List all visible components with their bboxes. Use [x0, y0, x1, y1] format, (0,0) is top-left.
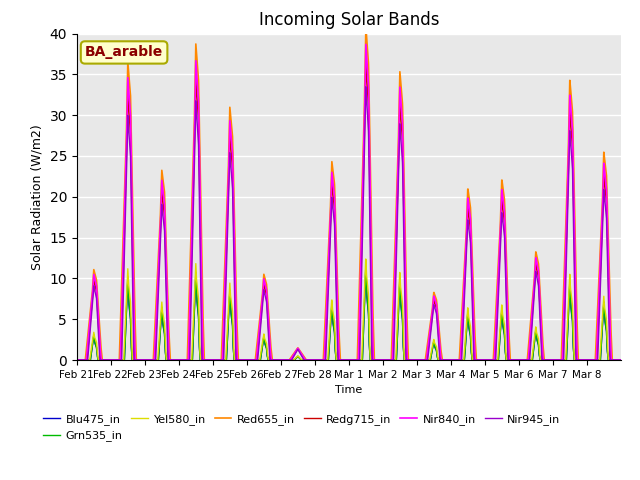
- Redg715_in: [166, 357, 174, 363]
- Yel580_in: [425, 357, 433, 363]
- Redg715_in: [499, 206, 507, 212]
- Redg715_in: [425, 342, 433, 348]
- Yel580_in: [166, 357, 174, 363]
- Yel580_in: [491, 357, 499, 363]
- Red655_in: [362, 24, 370, 29]
- Yel580_in: [617, 357, 625, 363]
- Grn535_in: [73, 357, 81, 363]
- Yel580_in: [475, 357, 483, 363]
- Nir945_in: [73, 357, 81, 363]
- Nir945_in: [499, 219, 507, 225]
- Red655_in: [166, 357, 174, 363]
- Line: Red655_in: Red655_in: [77, 26, 621, 360]
- Nir945_in: [617, 357, 625, 363]
- Redg715_in: [617, 357, 625, 363]
- Red655_in: [491, 328, 499, 334]
- Blu475_in: [166, 357, 174, 363]
- Title: Incoming Solar Bands: Incoming Solar Bands: [259, 11, 439, 29]
- Yel580_in: [73, 357, 81, 363]
- Redg715_in: [73, 357, 81, 363]
- Red655_in: [73, 357, 81, 363]
- Nir840_in: [491, 347, 499, 352]
- Redg715_in: [436, 348, 444, 354]
- Blu475_in: [425, 357, 433, 363]
- Nir840_in: [475, 357, 483, 363]
- Red655_in: [475, 357, 483, 363]
- Red655_in: [499, 185, 507, 191]
- Red655_in: [436, 334, 444, 339]
- Redg715_in: [491, 357, 499, 363]
- Yel580_in: [499, 313, 507, 319]
- Nir945_in: [491, 357, 499, 363]
- Redg715_in: [475, 357, 483, 363]
- Nir840_in: [425, 337, 433, 343]
- Blu475_in: [73, 357, 81, 363]
- Line: Redg715_in: Redg715_in: [77, 64, 621, 360]
- Grn535_in: [425, 357, 433, 363]
- Text: BA_arable: BA_arable: [85, 46, 163, 60]
- Line: Yel580_in: Yel580_in: [77, 259, 621, 360]
- Nir840_in: [436, 342, 444, 348]
- Nir840_in: [499, 195, 507, 201]
- Nir840_in: [166, 357, 174, 363]
- Blu475_in: [499, 324, 507, 329]
- Yel580_in: [436, 357, 444, 363]
- Grn535_in: [617, 357, 625, 363]
- Nir840_in: [617, 357, 625, 363]
- Nir945_in: [436, 355, 444, 361]
- Y-axis label: Solar Radiation (W/m2): Solar Radiation (W/m2): [31, 124, 44, 270]
- Grn535_in: [475, 357, 483, 363]
- Nir945_in: [166, 357, 174, 363]
- Blu475_in: [491, 357, 499, 363]
- X-axis label: Time: Time: [335, 385, 362, 395]
- Grn535_in: [166, 357, 174, 363]
- Redg715_in: [362, 61, 370, 67]
- Yel580_in: [362, 256, 369, 262]
- Red655_in: [425, 332, 433, 338]
- Line: Nir840_in: Nir840_in: [77, 44, 621, 360]
- Nir840_in: [73, 357, 81, 363]
- Nir945_in: [362, 84, 370, 90]
- Blu475_in: [617, 357, 625, 363]
- Blu475_in: [362, 268, 369, 274]
- Line: Grn535_in: Grn535_in: [77, 268, 621, 360]
- Nir945_in: [475, 357, 483, 363]
- Nir945_in: [425, 348, 433, 353]
- Blu475_in: [436, 357, 444, 363]
- Grn535_in: [362, 265, 369, 271]
- Grn535_in: [499, 322, 507, 328]
- Grn535_in: [436, 357, 444, 363]
- Line: Nir945_in: Nir945_in: [77, 87, 621, 360]
- Legend: Blu475_in, Grn535_in, Yel580_in, Red655_in, Redg715_in, Nir840_in, Nir945_in: Blu475_in, Grn535_in, Yel580_in, Red655_…: [39, 409, 564, 446]
- Nir840_in: [362, 41, 370, 47]
- Grn535_in: [491, 357, 499, 363]
- Line: Blu475_in: Blu475_in: [77, 271, 621, 360]
- Blu475_in: [475, 357, 483, 363]
- Red655_in: [617, 357, 625, 363]
